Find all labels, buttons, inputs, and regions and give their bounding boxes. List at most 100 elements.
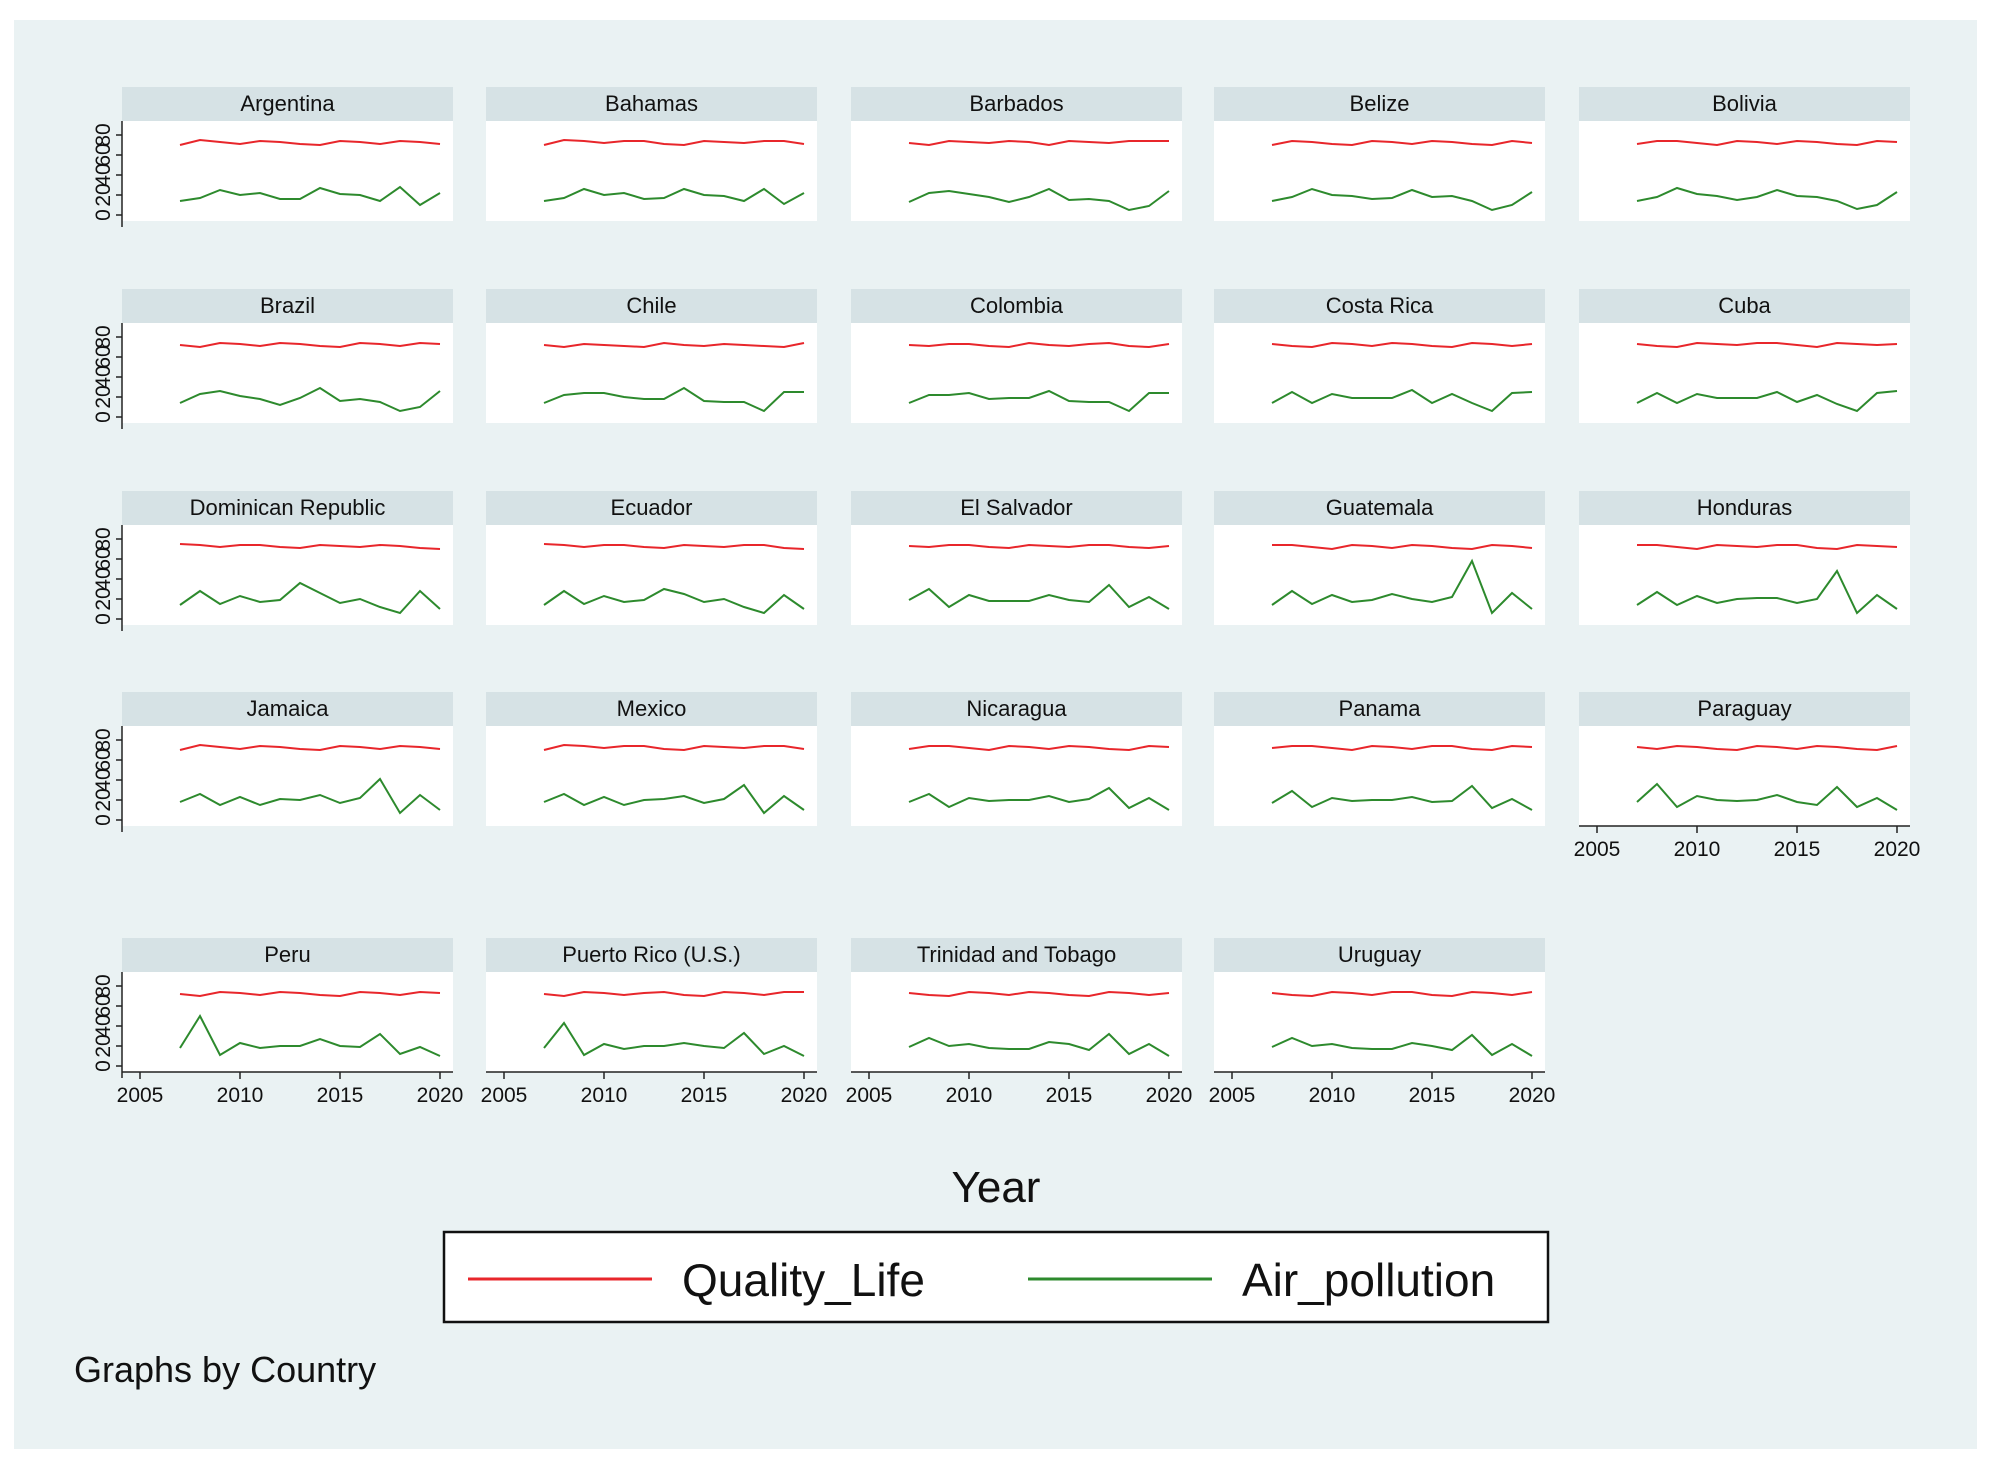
panel-paraguay: Paraguay 2005 2010 2015 2020 [1574, 692, 1920, 861]
panel-body: 2005 2010 2015 2020 [846, 972, 1192, 1107]
panel-plot-area [851, 726, 1182, 826]
panel-uruguay: Uruguay 2005 2010 2015 2020 [1209, 938, 1556, 1107]
series-line-air-pollution [543, 187, 805, 206]
series-line-quality-life [543, 543, 805, 550]
x-tick-label: 2010 [581, 1084, 628, 1107]
panel-body: 2005 2010 2015 2020 [481, 972, 827, 1107]
y-tick-label: 60 [92, 748, 115, 771]
series-line-air-pollution [1271, 784, 1533, 811]
series-line-air-pollution [908, 187, 1170, 212]
panel-body [1579, 121, 1910, 221]
x-tick-label: 2010 [946, 1084, 993, 1107]
legend: Quality_Life Air_pollution [442, 1230, 1550, 1324]
x-tick-label: 2005 [1209, 1084, 1256, 1107]
x-tick-label: 2005 [117, 1084, 164, 1107]
panel-body [1579, 323, 1910, 423]
series-line-quality-life [908, 744, 1170, 752]
x-tick-label: 2010 [1674, 838, 1721, 861]
panel-body [1214, 726, 1545, 826]
panel-header [851, 938, 1182, 972]
panel-honduras: Honduras [1579, 491, 1910, 625]
series-line-air-pollution [179, 386, 441, 413]
x-axis: 2005 2010 2015 2020 [481, 1071, 827, 1107]
x-axis: 2005 2010 2015 2020 [1209, 1071, 1556, 1107]
x-tick-label: 2020 [1509, 1084, 1556, 1107]
panel-chile: Chile [486, 289, 817, 423]
x-tick-label: 2015 [1409, 1084, 1456, 1107]
panel-title: Bolivia [1712, 91, 1778, 116]
panel-panama: Panama [1214, 692, 1545, 826]
series-line-quality-life [1637, 543, 1898, 551]
series-line-quality-life [179, 743, 441, 752]
panel-title: Nicaragua [966, 696, 1067, 721]
x-tick-label: 2005 [1574, 838, 1621, 861]
panel-costa-rica: Costa Rica [1214, 289, 1545, 423]
panel-title: El Salvador [960, 495, 1073, 520]
x-tick-label: 2010 [1309, 1084, 1356, 1107]
y-tick-label: 40 [92, 365, 115, 388]
series-line-air-pollution [543, 386, 804, 413]
series-line-air-pollution [1636, 569, 1898, 615]
panel-header [1579, 692, 1910, 726]
series-line-quality-life [1636, 341, 1898, 349]
x-tick-label: 2015 [1774, 838, 1821, 861]
panel-header [851, 87, 1182, 121]
panel-title: Barbados [969, 91, 1063, 116]
series-line-quality-life [1271, 341, 1533, 349]
series-line-air-pollution [179, 777, 441, 815]
panel-header [122, 692, 453, 726]
series-line-quality-life [1271, 139, 1533, 147]
panel-header [851, 692, 1182, 726]
panel-body [851, 323, 1182, 423]
panel-belize: Belize [1214, 87, 1545, 221]
panel-header [1579, 491, 1910, 525]
panel-header [851, 289, 1182, 323]
panel-plot-area [122, 525, 453, 625]
y-tick-label: 0 [92, 814, 115, 826]
x-tick-label: 2005 [846, 1084, 893, 1107]
panel-body [1579, 525, 1910, 625]
panel-ecuador: Ecuador [486, 491, 817, 625]
panel-title: Trinidad and Tobago [917, 942, 1116, 967]
series-line-air-pollution [1271, 388, 1533, 413]
panel-bolivia: Bolivia [1579, 87, 1910, 221]
x-axis: 2005 2010 2015 2020 [1574, 825, 1920, 861]
panel-body [1214, 323, 1545, 423]
y-tick-label: 0 [92, 613, 115, 625]
series-line-quality-life [908, 341, 1170, 349]
y-tick-label: 40 [92, 567, 115, 590]
panel-title: Peru [264, 942, 310, 967]
series-line-quality-life [543, 990, 804, 998]
series-line-quality-life [543, 341, 805, 349]
series-line-air-pollution [908, 389, 1169, 413]
panel-header [486, 87, 817, 121]
panel-plot-area [1214, 726, 1545, 826]
panel-title: Costa Rica [1326, 293, 1434, 318]
panel-plot-area [486, 972, 817, 1072]
series-line-quality-life [179, 990, 441, 998]
y-tick-label: 20 [92, 587, 115, 610]
panel-el-salvador: El Salvador [851, 491, 1182, 625]
series-line-quality-life [543, 743, 805, 752]
panel-header [1579, 87, 1910, 121]
panel-plot-area [1214, 121, 1545, 221]
y-tick-label: 80 [92, 325, 115, 348]
series-line-quality-life [908, 990, 1170, 998]
x-tick-label: 2020 [417, 1084, 464, 1107]
series-line-quality-life [543, 138, 805, 147]
series-line-quality-life [908, 543, 1170, 550]
panel-body [486, 121, 817, 221]
panel-body: 2005 2010 2015 2020 [1209, 972, 1556, 1107]
series-line-air-pollution [179, 185, 441, 207]
x-tick-label: 2015 [1046, 1084, 1093, 1107]
legend-label-quality-life: Quality_Life [682, 1254, 925, 1306]
x-tick-label: 2015 [317, 1084, 364, 1107]
y-tick-label: 60 [92, 143, 115, 166]
panel-header [486, 491, 817, 525]
